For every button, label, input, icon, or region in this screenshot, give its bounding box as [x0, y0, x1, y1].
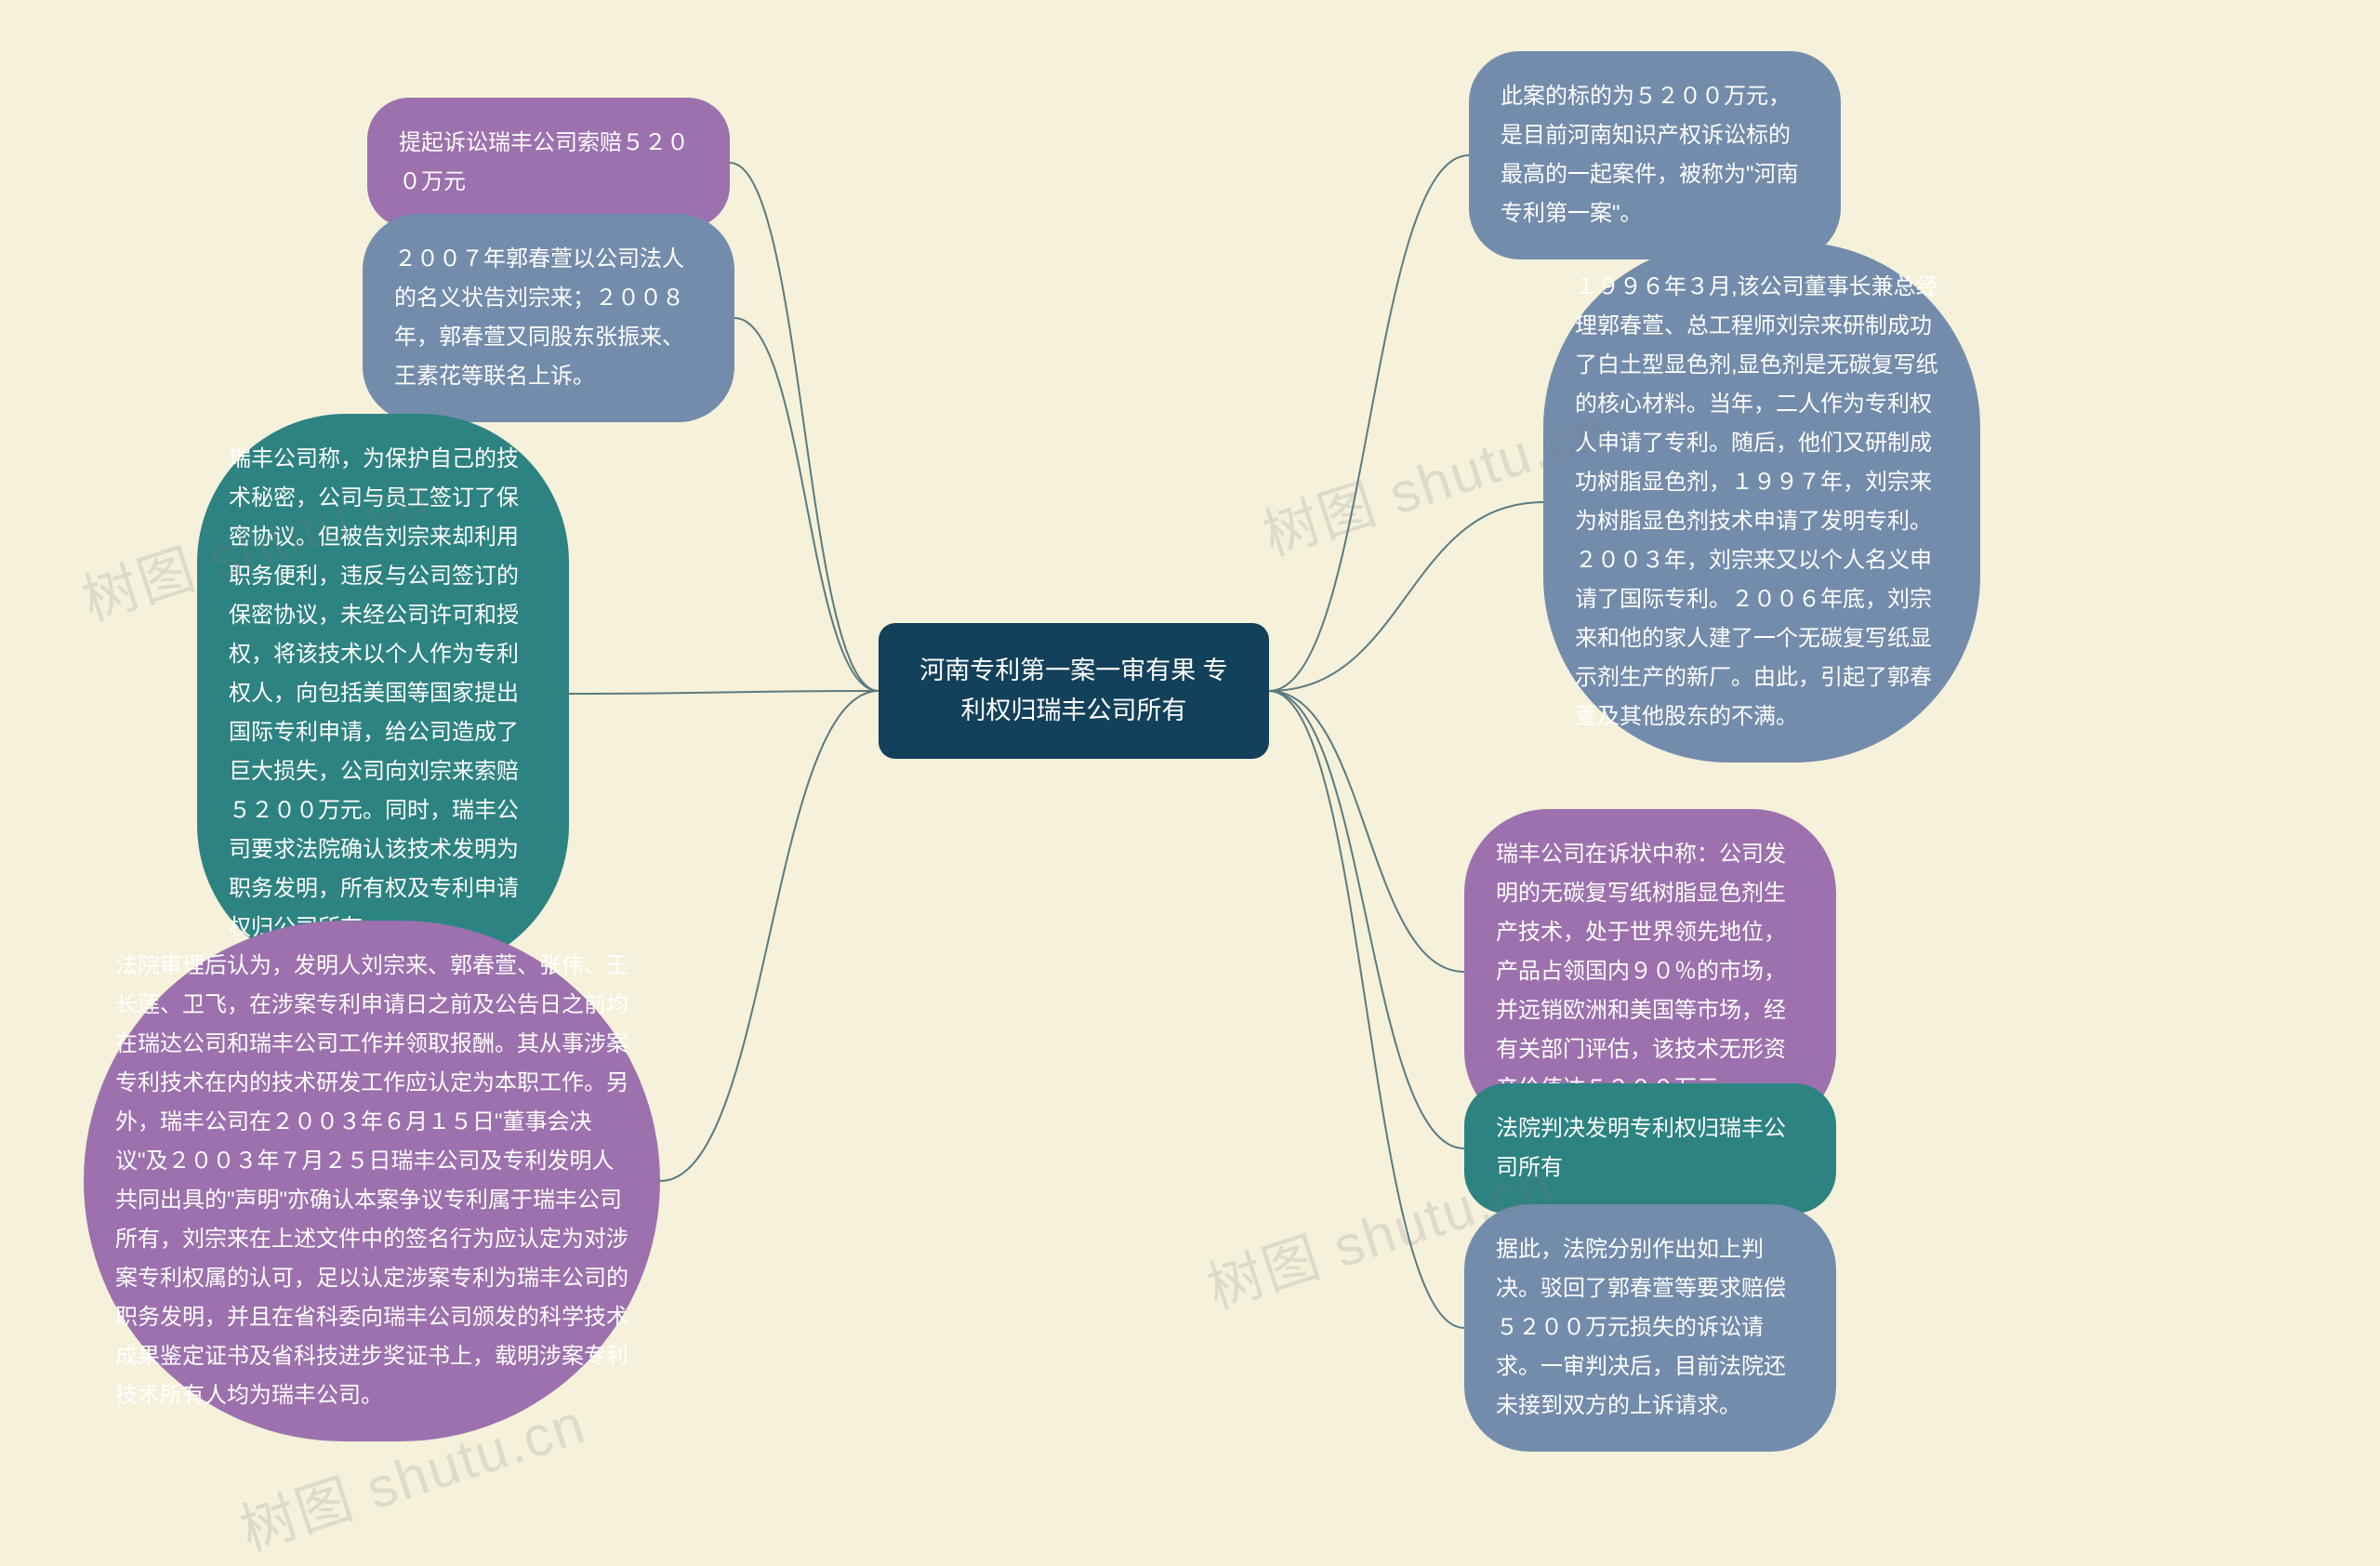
connector	[1269, 155, 1469, 691]
node-text: 法院判决发明专利权归瑞丰公司所有	[1496, 1116, 1786, 1180]
connector	[660, 691, 879, 1181]
node-text: 瑞丰公司称，为保护自己的技术秘密，公司与员工签订了保密协议。但被告刘宗来却利用职…	[229, 446, 519, 940]
mindmap-node-r1: 此案的标的为５２００万元，是目前河南知识产权诉讼标的最高的一起案件，被称为"河南…	[1469, 51, 1841, 259]
node-text: １９９６年３月,该公司董事长兼总经理郭春萱、总工程师刘宗来研制成功了白土型显色剂…	[1575, 274, 1938, 729]
node-text: 法院审理后认为，发明人刘宗来、郭春萱、张伟、王长莲、卫飞，在涉案专利申请日之前及…	[115, 953, 628, 1408]
node-text: 提起诉讼瑞丰公司索赔５２００万元	[399, 130, 689, 194]
connector	[1269, 691, 1464, 1148]
node-text: 瑞丰公司在诉状中称：公司发明的无碳复写纸树脂显色剂生产技术，处于世界领先地位，产…	[1496, 842, 1786, 1101]
mindmap-node-l2: ２００７年郭春萱以公司法人的名义状告刘宗来；２００８年，郭春萱又同股东张振来、王…	[363, 214, 734, 422]
connector	[569, 691, 879, 694]
center-node: 河南专利第一案一审有果 专利权归瑞丰公司所有	[879, 623, 1269, 759]
connector	[730, 163, 879, 691]
node-text: 据此，法院分别作出如上判决。驳回了郭春萱等要求赔偿５２００万元损失的诉讼请求。一…	[1496, 1237, 1786, 1418]
node-text: 此案的标的为５２００万元，是目前河南知识产权诉讼标的最高的一起案件，被称为"河南…	[1501, 84, 1799, 226]
center-text: 河南专利第一案一审有果 专利权归瑞丰公司所有	[919, 657, 1228, 724]
mindmap-node-r5: 据此，法院分别作出如上判决。驳回了郭春萱等要求赔偿５２００万元损失的诉讼请求。一…	[1464, 1204, 1836, 1452]
node-text: ２００７年郭春萱以公司法人的名义状告刘宗来；２００８年，郭春萱又同股东张振来、王…	[394, 246, 684, 389]
mindmap-node-r2: １９９６年３月,该公司董事长兼总经理郭春萱、总工程师刘宗来研制成功了白土型显色剂…	[1543, 242, 1980, 763]
connector	[1269, 502, 1543, 691]
connector	[734, 318, 879, 691]
connector	[1269, 691, 1464, 972]
mindmap-node-l4: 法院审理后认为，发明人刘宗来、郭春萱、张伟、王长莲、卫飞，在涉案专利申请日之前及…	[84, 921, 660, 1441]
mindmap-node-l1: 提起诉讼瑞丰公司索赔５２００万元	[367, 98, 730, 228]
mindmap-node-r4: 法院判决发明专利权归瑞丰公司所有	[1464, 1083, 1836, 1214]
mindmap-node-l3: 瑞丰公司称，为保护自己的技术秘密，公司与员工签订了保密协议。但被告刘宗来却利用职…	[197, 414, 569, 974]
connector	[1269, 691, 1464, 1328]
